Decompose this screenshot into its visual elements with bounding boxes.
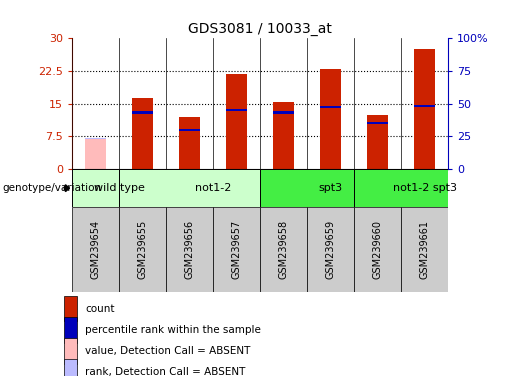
Bar (260, 207, 307, 292)
Text: not1-2 spt3: not1-2 spt3 (392, 183, 457, 193)
Bar (166, 207, 213, 292)
Bar (119, 169, 260, 207)
Bar (64, 338, 77, 364)
Bar (213, 207, 260, 292)
Bar (307, 207, 354, 292)
Text: genotype/variation: genotype/variation (3, 183, 101, 193)
Text: wild type: wild type (94, 183, 145, 193)
Text: not1-2: not1-2 (195, 183, 231, 193)
Bar (414, 49, 435, 169)
Bar (64, 296, 77, 321)
Text: spt3: spt3 (318, 183, 342, 193)
Bar (85, 139, 106, 169)
Text: GSM239660: GSM239660 (372, 220, 383, 279)
Bar (320, 69, 341, 169)
Title: GDS3081 / 10033_at: GDS3081 / 10033_at (188, 22, 332, 36)
Bar (132, 98, 153, 169)
Bar (273, 111, 294, 114)
Text: GSM239658: GSM239658 (279, 220, 288, 279)
Bar (367, 114, 388, 169)
Bar (260, 169, 354, 207)
Bar (401, 207, 448, 292)
Text: value, Detection Call = ABSENT: value, Detection Call = ABSENT (85, 346, 250, 356)
Text: GSM239657: GSM239657 (232, 220, 242, 279)
Bar (64, 317, 77, 343)
Text: GSM239654: GSM239654 (91, 220, 100, 279)
Bar (119, 207, 166, 292)
Bar (414, 105, 435, 107)
Bar (85, 138, 106, 139)
Bar (226, 109, 247, 111)
Bar (320, 106, 341, 108)
Text: count: count (85, 304, 114, 314)
Bar (72, 169, 119, 207)
Bar (354, 169, 448, 207)
Text: rank, Detection Call = ABSENT: rank, Detection Call = ABSENT (85, 367, 245, 377)
Text: percentile rank within the sample: percentile rank within the sample (85, 325, 261, 335)
Bar (72, 207, 119, 292)
Bar (132, 111, 153, 114)
Bar (64, 359, 77, 384)
Bar (226, 74, 247, 169)
Bar (354, 207, 401, 292)
Text: GSM239659: GSM239659 (325, 220, 336, 279)
Text: GSM239656: GSM239656 (184, 220, 195, 279)
Bar (367, 122, 388, 124)
Bar (273, 102, 294, 169)
Text: GSM239661: GSM239661 (420, 220, 430, 279)
Text: GSM239655: GSM239655 (138, 220, 148, 279)
Bar (179, 129, 200, 131)
Bar (179, 117, 200, 169)
